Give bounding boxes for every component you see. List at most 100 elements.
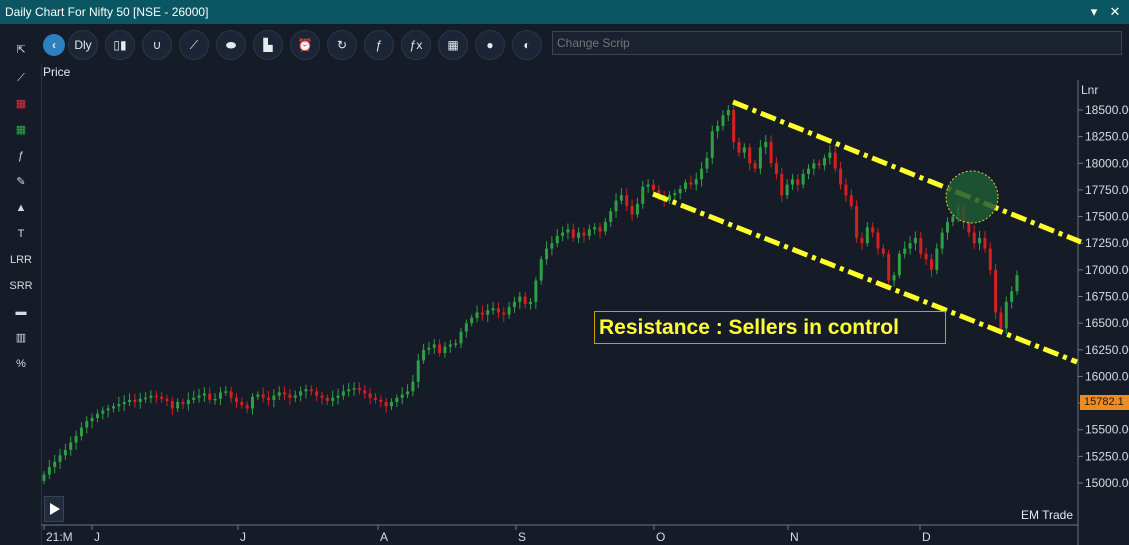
grid-icon[interactable]: ▦ <box>438 30 468 60</box>
candle-body <box>555 235 559 244</box>
y-tick-label: 16500.00 <box>1085 316 1129 330</box>
candle-body <box>363 390 367 394</box>
candle-body <box>133 399 137 403</box>
candle-body <box>924 253 928 260</box>
candle-body <box>42 474 46 481</box>
chart-toolbar: ‹ Dly ▯▮∪⟋⬬▙⏰↻ƒƒx▦●◐ <box>41 24 1129 64</box>
shapes-icon[interactable]: ▲ <box>15 202 27 214</box>
refresh-icon[interactable]: ↻ <box>327 30 357 60</box>
percent-icon[interactable]: % <box>16 358 26 370</box>
candle-body <box>871 227 875 233</box>
candle-body <box>234 397 238 403</box>
candle-body <box>1015 275 1019 292</box>
y-tick-label: 18000.00 <box>1085 156 1129 170</box>
candle-body <box>1010 291 1014 302</box>
candle-body <box>603 221 607 232</box>
red-band-icon[interactable]: ▦ <box>15 98 27 110</box>
candle-type-icon[interactable]: ▯▮ <box>105 30 135 60</box>
y-tick-label: 17000.00 <box>1085 263 1129 277</box>
change-scrip-input[interactable] <box>552 31 1122 55</box>
drawing-tools-sidebar: ⇱ ⟋ ▦ ▦ ƒ ✎ ▲ T LRR SRR ▬ ▥% <box>0 24 42 545</box>
candle-body <box>122 402 126 405</box>
theme-icon[interactable]: ◐ <box>512 30 542 60</box>
candle-body <box>486 310 490 315</box>
candle-body <box>967 221 971 233</box>
candle-body <box>69 442 73 450</box>
candle-body <box>774 163 778 174</box>
candle-body <box>384 402 388 407</box>
close-button[interactable]: ✕ <box>1109 4 1121 19</box>
candle-body <box>432 344 436 348</box>
play-button[interactable] <box>44 496 64 522</box>
study-icon[interactable]: ƒ <box>364 30 394 60</box>
mouse-icon[interactable]: ⬬ <box>216 30 246 60</box>
candle-body <box>790 179 794 185</box>
candle-body <box>90 417 94 422</box>
bar-stats-icon[interactable]: ▥ <box>15 332 27 344</box>
y-axis-label: Lnr <box>1081 83 1098 97</box>
candle-body <box>512 301 516 308</box>
candle-body <box>1004 301 1008 329</box>
candle-body <box>181 402 185 405</box>
candle-body <box>138 398 142 403</box>
minimize-button[interactable]: ▾ <box>1090 4 1098 19</box>
candle-body <box>732 110 736 142</box>
candle-body <box>368 393 372 398</box>
y-tick-label: 15000.00 <box>1085 476 1129 490</box>
candle-body <box>277 392 281 396</box>
candle-body <box>341 391 345 396</box>
candle-body <box>117 404 121 407</box>
candle-body <box>395 397 399 403</box>
candle-body <box>999 312 1003 329</box>
candle-body <box>299 391 303 396</box>
brush-icon[interactable]: ✎ <box>16 176 26 188</box>
candle-body <box>780 173 784 196</box>
indicator-icon[interactable]: ▙ <box>253 30 283 60</box>
green-band-icon[interactable]: ▦ <box>15 124 27 136</box>
x-tick-label: O <box>656 530 665 544</box>
x-tick-label: A <box>380 530 388 544</box>
lrr-tool[interactable]: LRR <box>9 254 32 266</box>
price-chart[interactable]: 15000.0015250.0015500.0015750.0016000.00… <box>41 64 1129 545</box>
candle-body <box>518 296 522 302</box>
period-button[interactable]: Dly <box>68 30 98 60</box>
candle-body <box>796 179 800 185</box>
function-icon[interactable]: ƒ <box>17 150 25 162</box>
text-icon[interactable]: T <box>17 228 25 240</box>
image-icon[interactable]: ▬ <box>15 306 27 318</box>
candle-body <box>625 195 629 206</box>
candle-body <box>646 184 650 187</box>
candle-body <box>149 395 153 398</box>
candle-body <box>448 344 452 347</box>
formula-icon[interactable]: ƒx <box>401 30 431 60</box>
price-pane-label: Price <box>43 65 71 79</box>
alarm-icon[interactable]: ⏰ <box>290 30 320 60</box>
magnet-icon[interactable]: ∪ <box>142 30 172 60</box>
candle-body <box>58 455 62 462</box>
pointer-icon[interactable]: ⇱ <box>16 44 26 56</box>
trendline-icon[interactable]: ⟋ <box>17 72 25 84</box>
candle-body <box>454 343 458 345</box>
candle-body <box>534 280 538 302</box>
srr-tool[interactable]: SRR <box>9 280 33 292</box>
candle-body <box>865 227 869 244</box>
candle-body <box>352 388 356 390</box>
candle-body <box>261 394 265 398</box>
candle-body <box>192 397 196 400</box>
candle-body <box>833 152 837 169</box>
candle-body <box>256 394 260 397</box>
y-tick-label: 18500.00 <box>1085 103 1129 117</box>
candle-body <box>373 397 377 400</box>
candle-body <box>983 237 987 249</box>
circle-icon[interactable]: ● <box>475 30 505 60</box>
back-arrow-icon[interactable]: ‹ <box>43 34 65 56</box>
line-chart-icon[interactable]: ⟋ <box>179 30 209 60</box>
candle-body <box>988 248 992 270</box>
candle-body <box>422 349 426 361</box>
candle-body <box>919 237 923 254</box>
brand-watermark: EM Trade <box>1021 508 1074 522</box>
candle-body <box>705 157 709 169</box>
candle-body <box>619 195 623 201</box>
y-tick-label: 15500.00 <box>1085 423 1129 437</box>
candle-body <box>331 397 335 401</box>
